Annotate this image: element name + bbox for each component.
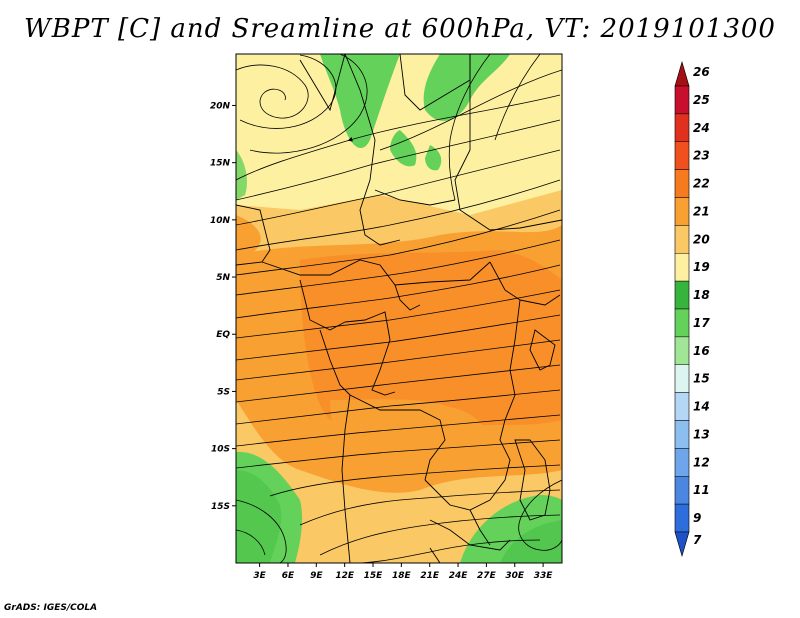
- colorbar-label: 24: [693, 121, 710, 135]
- colorbar-swatch: [674, 141, 690, 170]
- colorbar-swatch: [674, 60, 690, 87]
- colorbar-swatch: [674, 531, 690, 558]
- colorbar-swatch: [674, 364, 690, 393]
- colorbar-swatch: [674, 503, 690, 533]
- colorbar-label: 26: [693, 65, 710, 79]
- lon-tick-label: 33E: [534, 571, 554, 581]
- lon-tick-label: 3E: [253, 571, 266, 581]
- colorbar-label: 17: [693, 316, 710, 330]
- colorbar-label: 25: [693, 93, 710, 107]
- colorbar-swatch: [674, 225, 690, 254]
- colorbar-label: 18: [693, 288, 710, 302]
- colorbar-swatch: [674, 420, 690, 449]
- colorbar-label: 22: [693, 177, 710, 191]
- lat-tick-label: 5S: [217, 387, 230, 397]
- lon-tick-label: 12E: [335, 571, 355, 581]
- streamlines: [236, 54, 562, 563]
- colorbar-label: 11: [693, 483, 710, 497]
- grads-credit: GrADS: IGES/COLA: [4, 603, 98, 613]
- lon-tick-label: 15E: [364, 571, 384, 581]
- lat-tick-label: 5N: [216, 273, 230, 283]
- colorbar-label: 19: [693, 260, 710, 274]
- lon-tick-label: 9E: [310, 571, 323, 581]
- colorbar-label: 21: [693, 204, 710, 218]
- lat-tick-label: 15S: [211, 502, 230, 512]
- lon-tick-label: 6E: [282, 571, 295, 581]
- colorbar-label: 20: [693, 232, 710, 246]
- colorbar-swatch: [674, 252, 690, 282]
- map-plot-area: [236, 54, 562, 563]
- latitude-axis: 20N 15N 10N 5N EQ 5S 10S 15S: [210, 101, 236, 512]
- colorbar-label: 9: [693, 511, 701, 525]
- lat-tick-label: 10N: [210, 216, 231, 226]
- colorbar-swatch: [674, 475, 690, 505]
- lat-tick-label: EQ: [216, 330, 230, 340]
- colorbar: 26 25 24 23 22 21 20 19 18 17 16 15 14 13 12 11 9 7: [674, 60, 710, 558]
- colorbar-swatch: [674, 280, 690, 310]
- wbpt-shading: [236, 54, 562, 563]
- colorbar-swatch: [674, 85, 690, 115]
- colorbar-label: 14: [693, 400, 710, 414]
- lon-tick-label: 30E: [505, 571, 525, 581]
- colorbar-label: 23: [693, 149, 710, 163]
- colorbar-label: 13: [693, 427, 710, 441]
- lon-tick-label: 27E: [477, 571, 497, 581]
- colorbar-label: 12: [693, 455, 710, 469]
- colorbar-label: 15: [693, 372, 710, 386]
- colorbar-swatch: [674, 448, 690, 477]
- lon-tick-label: 18E: [392, 571, 412, 581]
- country-borders: [236, 54, 562, 563]
- colorbar-swatch: [674, 392, 690, 421]
- colorbar-label: 16: [693, 344, 710, 358]
- lat-tick-label: 10S: [211, 445, 230, 455]
- lon-tick-label: 24E: [449, 571, 469, 581]
- longitude-axis: 3E 6E 9E 12E 15E 18E 21E 24E 27E 30E 33E: [253, 563, 553, 581]
- lat-tick-label: 15N: [210, 159, 231, 169]
- colorbar-swatch: [674, 169, 690, 198]
- lon-tick-label: 21E: [420, 571, 440, 581]
- colorbar-swatch: [674, 308, 690, 338]
- map-title: WBPT [C] and Sreamline at 600hPa, VT: 20…: [24, 14, 776, 44]
- lat-tick-label: 20N: [210, 101, 231, 111]
- colorbar-swatch: [674, 336, 690, 366]
- map-frame: [235, 53, 563, 564]
- colorbar-swatch: [674, 113, 690, 143]
- colorbar-label: 7: [693, 533, 702, 547]
- colorbar-swatch: [674, 197, 690, 226]
